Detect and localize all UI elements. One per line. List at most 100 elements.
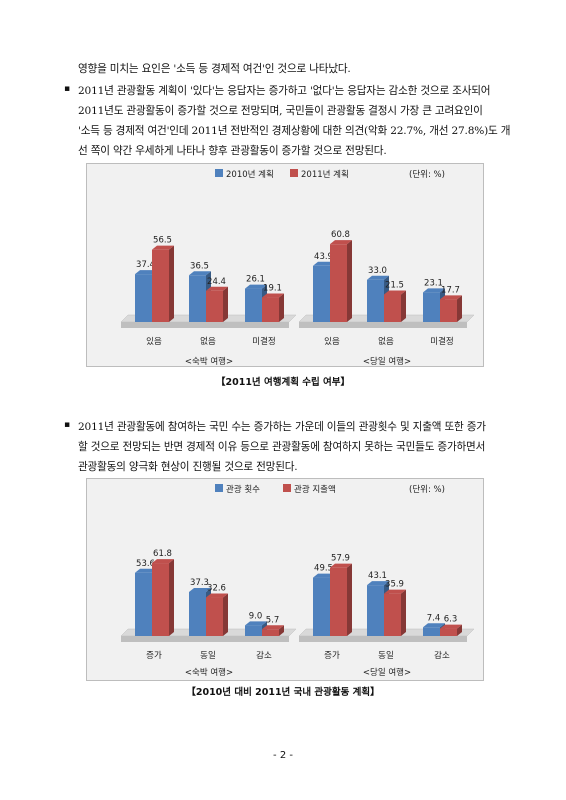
bar-series-2 bbox=[384, 593, 401, 636]
bar-series-1 bbox=[313, 265, 330, 322]
data-label: 43.9 bbox=[314, 252, 333, 262]
data-label: 23.1 bbox=[424, 278, 443, 288]
bar-side bbox=[401, 589, 406, 636]
chart-floor-edge bbox=[121, 322, 289, 328]
bar-series-1 bbox=[135, 572, 152, 636]
data-label: 21.5 bbox=[385, 280, 404, 290]
data-label: 24.4 bbox=[207, 277, 226, 287]
bar-side bbox=[347, 240, 352, 322]
bullet-marker: ▪ bbox=[64, 420, 71, 430]
chart-floor-edge bbox=[299, 322, 467, 328]
legend-swatch bbox=[290, 169, 298, 177]
bar-top bbox=[313, 261, 335, 266]
legend-swatch bbox=[215, 484, 223, 492]
category-label: 감소 bbox=[256, 650, 272, 661]
legend-label: 관광 지출액 bbox=[294, 484, 336, 495]
bar-series-2 bbox=[206, 290, 223, 322]
bar-series-2 bbox=[206, 597, 223, 636]
paragraph1-line: '소득 등 경제적 여건'인데 2011년 전반적인 경제상황에 대한 의견(악… bbox=[78, 125, 511, 137]
data-label: 33.0 bbox=[368, 266, 387, 276]
bar-side bbox=[347, 563, 352, 636]
bar-series-2 bbox=[330, 244, 347, 322]
category-label: 동일 bbox=[200, 651, 216, 661]
bar-series-1 bbox=[423, 292, 440, 322]
bullet-marker: ▪ bbox=[64, 84, 71, 94]
bar-top bbox=[189, 587, 211, 592]
category-label: 동일 bbox=[378, 651, 394, 661]
bar-series-2 bbox=[262, 629, 279, 636]
bar-top bbox=[384, 589, 406, 594]
data-label: 9.0 bbox=[249, 611, 263, 621]
chart-tourism-activity: 관광 횟수 관광 지출액 (단위: %) 53.6 61.8 증가 37.3 32.6 동일 9.… bbox=[86, 478, 484, 681]
data-label: 37.4 bbox=[136, 260, 155, 270]
data-label: 32.6 bbox=[207, 584, 226, 594]
legend-label: 관광 횟수 bbox=[226, 484, 260, 495]
bar-top bbox=[152, 245, 174, 250]
category-label: 미결정 bbox=[252, 336, 275, 347]
legend-swatch bbox=[215, 169, 223, 177]
data-label: 53.6 bbox=[136, 559, 155, 569]
bar-series-2 bbox=[262, 297, 279, 322]
bar-series-1 bbox=[189, 275, 206, 322]
bar-series-1 bbox=[313, 577, 330, 636]
bar-top bbox=[330, 240, 352, 245]
bar-top bbox=[423, 288, 445, 293]
legend-label: 2011년 계획 bbox=[301, 169, 349, 180]
bar-top bbox=[440, 624, 462, 629]
unit-label: (단위: %) bbox=[409, 169, 445, 180]
bar-series-1 bbox=[245, 625, 262, 636]
paragraph1-line: 2011년 관광활동 계획이 '있다'는 응답자는 증가하고 '없다'는 응답자… bbox=[78, 85, 491, 97]
data-label: 19.1 bbox=[263, 284, 282, 294]
chart-caption: 【2010년 대비 2011년 국내 관광활동 계획】 bbox=[186, 687, 380, 698]
bar-series-1 bbox=[245, 288, 262, 322]
bar-series-1 bbox=[423, 627, 440, 636]
bar-top bbox=[135, 270, 157, 275]
paragraph2-line: 관광활동의 양극화 현상이 진행될 것으로 전망된다. bbox=[78, 461, 298, 473]
bar-top bbox=[367, 275, 389, 280]
paragraph1-line: 2011년도 관광활동이 증가할 것으로 전망되며, 국민들이 관광활동 결정시… bbox=[78, 105, 483, 117]
data-label: 43.1 bbox=[368, 571, 387, 581]
data-label: 37.3 bbox=[190, 578, 209, 588]
bar-top bbox=[367, 581, 389, 586]
chart-travel-plan: 2010년 계획 2011년 계획 (단위: %) 37.4 56.5 있음 36.5 24.… bbox=[86, 163, 484, 367]
category-label: 미결정 bbox=[430, 336, 453, 347]
bar-series-2 bbox=[330, 567, 347, 636]
data-label: 35.9 bbox=[385, 580, 404, 590]
category-label: 없음 bbox=[200, 337, 216, 347]
paragraph1-line: 영향을 미치는 요인은 '소득 등 경제적 여건'인 것으로 나타났다. bbox=[78, 63, 351, 75]
data-label: 57.9 bbox=[331, 554, 350, 564]
data-label: 6.3 bbox=[444, 615, 458, 625]
category-label: 없음 bbox=[378, 337, 394, 347]
chart-tourism-activity-svg: 관광 횟수 관광 지출액 (단위: %) 53.661.8 증가 37.332.6 동일 9.… bbox=[120, 484, 475, 678]
bar-side bbox=[457, 295, 462, 322]
bar-series-1 bbox=[367, 585, 384, 636]
chart-floor-edge bbox=[121, 636, 289, 642]
bar-top bbox=[384, 290, 406, 295]
bar-series-1 bbox=[367, 279, 384, 322]
bar-top bbox=[440, 295, 462, 300]
bar-series-2 bbox=[440, 628, 457, 636]
bar-series-2 bbox=[440, 299, 457, 322]
category-label: 있음 bbox=[324, 336, 340, 347]
category-label: 있음 bbox=[146, 336, 162, 347]
bar-side bbox=[169, 559, 174, 636]
bar-top bbox=[330, 563, 352, 568]
bar-series-2 bbox=[152, 563, 169, 636]
bar-top bbox=[245, 284, 267, 289]
bar-side bbox=[279, 293, 284, 322]
bar-top bbox=[135, 568, 157, 573]
bar-top bbox=[206, 593, 228, 598]
data-label: 7.4 bbox=[427, 613, 441, 623]
data-label: 56.5 bbox=[153, 236, 172, 246]
data-label: 36.5 bbox=[190, 261, 209, 271]
bar-top bbox=[423, 623, 445, 628]
bar-top bbox=[262, 625, 284, 630]
unit-label: (단위: %) bbox=[409, 484, 445, 495]
data-label: 5.7 bbox=[266, 615, 280, 625]
bar-side bbox=[457, 624, 462, 636]
bar-side bbox=[279, 625, 284, 636]
data-label: 61.8 bbox=[153, 549, 172, 559]
bar-series-2 bbox=[152, 249, 169, 322]
bar-top bbox=[206, 286, 228, 291]
bar-top bbox=[245, 621, 267, 626]
